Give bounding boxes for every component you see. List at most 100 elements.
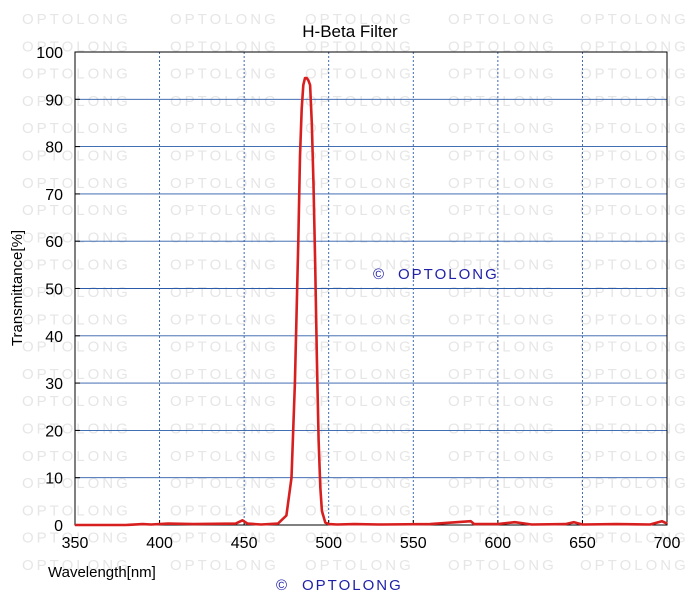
watermark-text: OPTOLONG [448, 475, 557, 492]
watermark-text: OPTOLONG [22, 257, 131, 274]
watermark-text: OPTOLONG [305, 448, 414, 465]
y-tick-label: 70 [45, 187, 63, 204]
watermark-text: OPTOLONG [22, 448, 131, 465]
watermark-text: OPTOLONG [22, 229, 131, 246]
y-tick-label: 20 [45, 423, 63, 440]
watermark-text: OPTOLONG [580, 120, 689, 137]
watermark-text: OPTOLONG [448, 38, 557, 55]
watermark-text: OPTOLONG [580, 448, 689, 465]
watermark-text: OPTOLONG [580, 393, 689, 410]
watermark-text: OPTOLONG [448, 120, 557, 137]
transmission-curve [75, 76, 668, 527]
watermark-text: OPTOLONG [22, 11, 131, 28]
inner-copyright: © OPTOLONG [373, 266, 499, 283]
watermark-text: OPTOLONG [580, 339, 689, 356]
watermark-text: OPTOLONG [170, 339, 279, 356]
watermark-text: OPTOLONG [448, 202, 557, 219]
watermark-text: OPTOLONG [448, 448, 557, 465]
inner-copyright-symbol: © [373, 266, 386, 283]
x-tick-label: 400 [146, 535, 173, 552]
watermark-text: OPTOLONG [170, 257, 279, 274]
watermark-text: OPTOLONG [305, 530, 414, 547]
watermark-text: OPTOLONG [170, 202, 279, 219]
watermark-text: OPTOLONG [305, 366, 414, 383]
watermark-text: OPTOLONG [170, 93, 279, 110]
watermark-text: OPTOLONG [170, 66, 279, 83]
watermark-text: OPTOLONG [448, 421, 557, 438]
watermark-text: OPTOLONG [580, 530, 689, 547]
bottom-copyright: © OPTOLONG [276, 577, 401, 594]
watermark-text: OPTOLONG [22, 311, 131, 328]
watermark-text: OPTOLONG [22, 366, 131, 383]
watermark-text: OPTOLONG [170, 120, 279, 137]
watermark-text: OPTOLONG [580, 284, 689, 301]
watermark-text: OPTOLONG [448, 530, 557, 547]
y-tick-label: 50 [45, 282, 63, 299]
y-tick-label: 60 [45, 234, 63, 251]
watermark-text: OPTOLONG [580, 11, 689, 28]
watermark-text: OPTOLONG [580, 421, 689, 438]
watermark-text: OPTOLONG [448, 393, 557, 410]
watermark-text: OPTOLONG [170, 475, 279, 492]
watermark-text: OPTOLONG [448, 366, 557, 383]
x-tick-label: 500 [315, 535, 342, 552]
watermark-text: OPTOLONG [580, 38, 689, 55]
watermark-text: OPTOLONG [305, 502, 414, 519]
y-tick-label: 10 [45, 471, 63, 488]
watermark-text: OPTOLONG [580, 229, 689, 246]
watermark-text: OPTOLONG [170, 311, 279, 328]
watermark-text: OPTOLONG [22, 284, 131, 301]
watermark-text: OPTOLONG [448, 66, 557, 83]
watermark-text: OPTOLONG [305, 11, 414, 28]
y-tick-label: 30 [45, 376, 63, 393]
watermark-text: OPTOLONG [305, 148, 414, 165]
watermark-text: OPTOLONG [580, 557, 689, 574]
watermark-text: OPTOLONG [580, 148, 689, 165]
watermark-text: OPTOLONG [305, 66, 414, 83]
watermark-text: OPTOLONG [448, 257, 557, 274]
watermark-text: OPTOLONG [580, 311, 689, 328]
watermark-text: OPTOLONG [580, 66, 689, 83]
chart-title: H-Beta Filter [302, 22, 398, 41]
x-tick-label: 650 [569, 535, 596, 552]
watermark-text: OPTOLONG [580, 202, 689, 219]
x-tick-label: 600 [485, 535, 512, 552]
watermark-text: OPTOLONG [448, 93, 557, 110]
watermark-text: OPTOLONG [305, 311, 414, 328]
watermark-text: OPTOLONG [22, 93, 131, 110]
watermark-layer: OPTOLONG OPTOLONG OPTOLONG OPTOLONG OPTOLONG… [22, 11, 689, 574]
watermark-text: OPTOLONG [448, 311, 557, 328]
y-tick-label: 0 [54, 518, 63, 535]
inner-copyright-brand: OPTOLONG [398, 266, 499, 283]
watermark-text: OPTOLONG [170, 557, 279, 574]
watermark-text: OPTOLONG [305, 475, 414, 492]
watermark-text: OPTOLONG [22, 502, 131, 519]
watermark-text: OPTOLONG [448, 502, 557, 519]
watermark-text: OPTOLONG [170, 448, 279, 465]
watermark-text: OPTOLONG [22, 421, 131, 438]
watermark-text: OPTOLONG [580, 257, 689, 274]
bottom-copyright-symbol: © [276, 577, 289, 594]
watermark-text: OPTOLONG [170, 11, 279, 28]
watermark-text: OPTOLONG [170, 502, 279, 519]
watermark-text: OPTOLONG [170, 284, 279, 301]
watermark-text: OPTOLONG [448, 11, 557, 28]
watermark-text: OPTOLONG [305, 557, 414, 574]
watermark-text: OPTOLONG [305, 339, 414, 356]
y-tick-label: 100 [36, 45, 63, 62]
watermark-text: OPTOLONG [170, 530, 279, 547]
watermark-text: OPTOLONG [22, 38, 131, 55]
y-axis-label: Transmittance[%] [9, 230, 26, 346]
watermark-text: OPTOLONG [22, 120, 131, 137]
watermark-text: OPTOLONG [170, 421, 279, 438]
x-tick-label: 550 [400, 535, 427, 552]
y-tick-label: 80 [45, 140, 63, 157]
watermark-text: OPTOLONG [448, 557, 557, 574]
watermark-text: OPTOLONG [305, 120, 414, 137]
watermark-text: OPTOLONG [22, 202, 131, 219]
watermark-text: OPTOLONG [305, 284, 414, 301]
x-tick-label: 350 [62, 535, 89, 552]
watermark-text: OPTOLONG [305, 257, 414, 274]
watermark-text: OPTOLONG [305, 202, 414, 219]
watermark-text: OPTOLONG [170, 175, 279, 192]
